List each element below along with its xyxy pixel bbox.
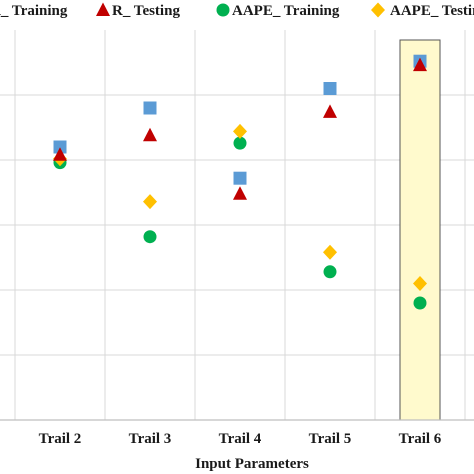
legend-label: R_ Testing — [112, 3, 180, 19]
point-square — [323, 82, 337, 95]
point-triangle — [233, 186, 247, 200]
point-triangle — [323, 104, 337, 118]
point-circle — [323, 265, 337, 279]
x-axis-title: Input Parameters — [195, 456, 309, 472]
point-diamond — [323, 244, 337, 260]
legend-label: AAPE_ Training — [232, 3, 340, 19]
point-diamond — [413, 276, 427, 291]
highlight-layer — [399, 39, 441, 421]
point-square — [53, 140, 67, 154]
legend: R_ Training R_ Testing AAPE_ Training AAPE_… — [0, 2, 474, 19]
point-circle — [233, 136, 247, 150]
legend-marker-circle — [216, 3, 230, 17]
data-marks — [53, 54, 427, 310]
point-diamond — [143, 194, 157, 210]
legend-label: AAPE_ Testing — [390, 3, 474, 19]
highlight-band — [399, 39, 441, 421]
point-triangle — [143, 127, 157, 142]
point-square — [233, 171, 247, 185]
x-tick-label: Trail 5 — [309, 431, 352, 447]
point-circle — [413, 296, 427, 310]
point-diamond — [233, 123, 247, 139]
point-triangle — [53, 147, 67, 161]
point-triangle — [413, 57, 427, 72]
legend-marker-diamond — [371, 2, 385, 18]
x-tick-label: Trail 2 — [39, 431, 82, 447]
x-tick-label: Trail 3 — [129, 431, 172, 447]
grid — [0, 30, 474, 421]
x-tick-label: Trail 4 — [219, 431, 262, 447]
point-circle — [143, 230, 157, 244]
x-tick-label: Trail 6 — [399, 431, 442, 447]
point-square — [143, 101, 157, 115]
legend-label: R_ Training — [0, 3, 68, 19]
legend-marker-triangle — [96, 2, 110, 16]
